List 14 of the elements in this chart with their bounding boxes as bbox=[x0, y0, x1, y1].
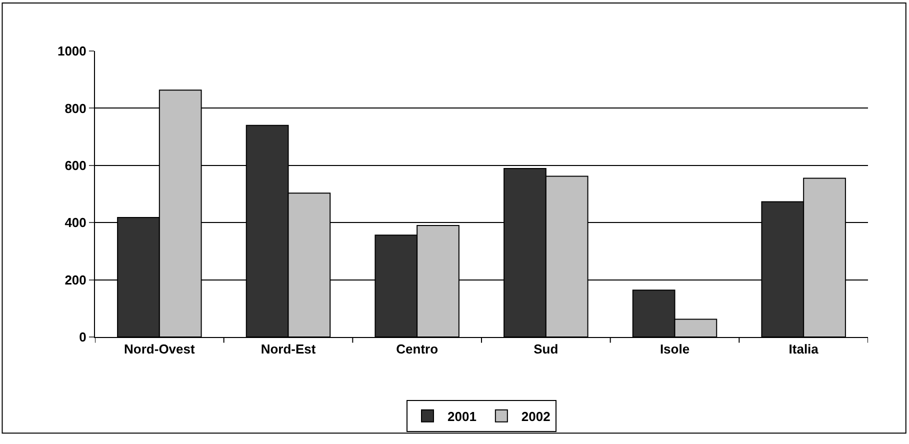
y-tick-label: 200 bbox=[64, 272, 86, 288]
x-tick-label: Sud bbox=[534, 342, 558, 357]
x-tick-label: Nord-Est bbox=[260, 342, 316, 357]
y-tick-label: 1000 bbox=[57, 44, 86, 59]
x-tick-label: Centro bbox=[396, 342, 438, 357]
y-tick-label: 800 bbox=[64, 100, 86, 116]
x-tick-label: Italia bbox=[788, 342, 820, 357]
legend-label: 2001 bbox=[448, 408, 476, 424]
legend-label: 2002 bbox=[521, 408, 550, 424]
y-tick-label: 600 bbox=[64, 158, 86, 173]
y-tick-label: 400 bbox=[64, 215, 86, 230]
x-tick-label: Isole bbox=[660, 342, 690, 357]
y-tick-label: 0 bbox=[79, 330, 86, 345]
x-tick-label: Nord-Ovest bbox=[124, 342, 196, 357]
